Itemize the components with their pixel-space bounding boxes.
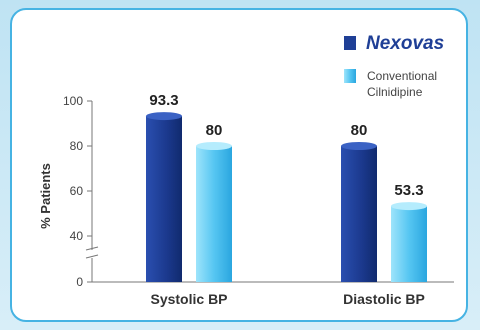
axis-break-mark — [85, 254, 99, 259]
y-ticks: 0 40 60 80 100 — [63, 94, 92, 289]
legend-label-conventional-line1: Conventional — [367, 69, 437, 83]
bar-top-cap — [341, 142, 377, 150]
category-labels: Systolic BP Diastolic BP — [150, 291, 424, 307]
y-tick-label: 80 — [70, 139, 84, 153]
x-category-label: Diastolic BP — [343, 291, 425, 307]
bar-value-label: 93.3 — [149, 92, 178, 109]
legend-label-conventional-line2: Cilnidipine — [367, 85, 423, 99]
bar-conventional-cilnidipine-diastolic-bp — [391, 206, 427, 282]
legend-swatch-conventional — [344, 69, 356, 83]
bar-value-label: 80 — [351, 122, 368, 139]
y-tick-label: 40 — [70, 229, 84, 243]
bar-top-cap — [146, 112, 182, 121]
legend: Nexovas Conventional Cilnidipine — [344, 33, 444, 99]
y-tick-label: 0 — [76, 275, 83, 289]
x-category-label: Systolic BP — [150, 291, 227, 307]
bar-nexovas-systolic-bp — [146, 116, 182, 282]
y-tick-label: 60 — [70, 184, 84, 198]
bars: 93.3 80 80 53.3 — [146, 92, 427, 282]
bar-top-cap — [391, 202, 427, 211]
axis-break-mark — [85, 246, 99, 251]
y-tick-label: 100 — [63, 94, 83, 108]
legend-label-nexovas: Nexovas — [366, 33, 444, 54]
bar-value-label: 80 — [206, 122, 223, 139]
legend-swatch-nexovas — [344, 36, 356, 50]
bar-nexovas-diastolic-bp — [341, 146, 377, 282]
y-axis-label: % Patients — [38, 163, 53, 229]
bar-value-label: 53.3 — [394, 182, 423, 199]
y-axis — [85, 101, 99, 282]
bar-top-cap — [196, 142, 232, 150]
bar-conventional-cilnidipine-systolic-bp — [196, 146, 232, 282]
